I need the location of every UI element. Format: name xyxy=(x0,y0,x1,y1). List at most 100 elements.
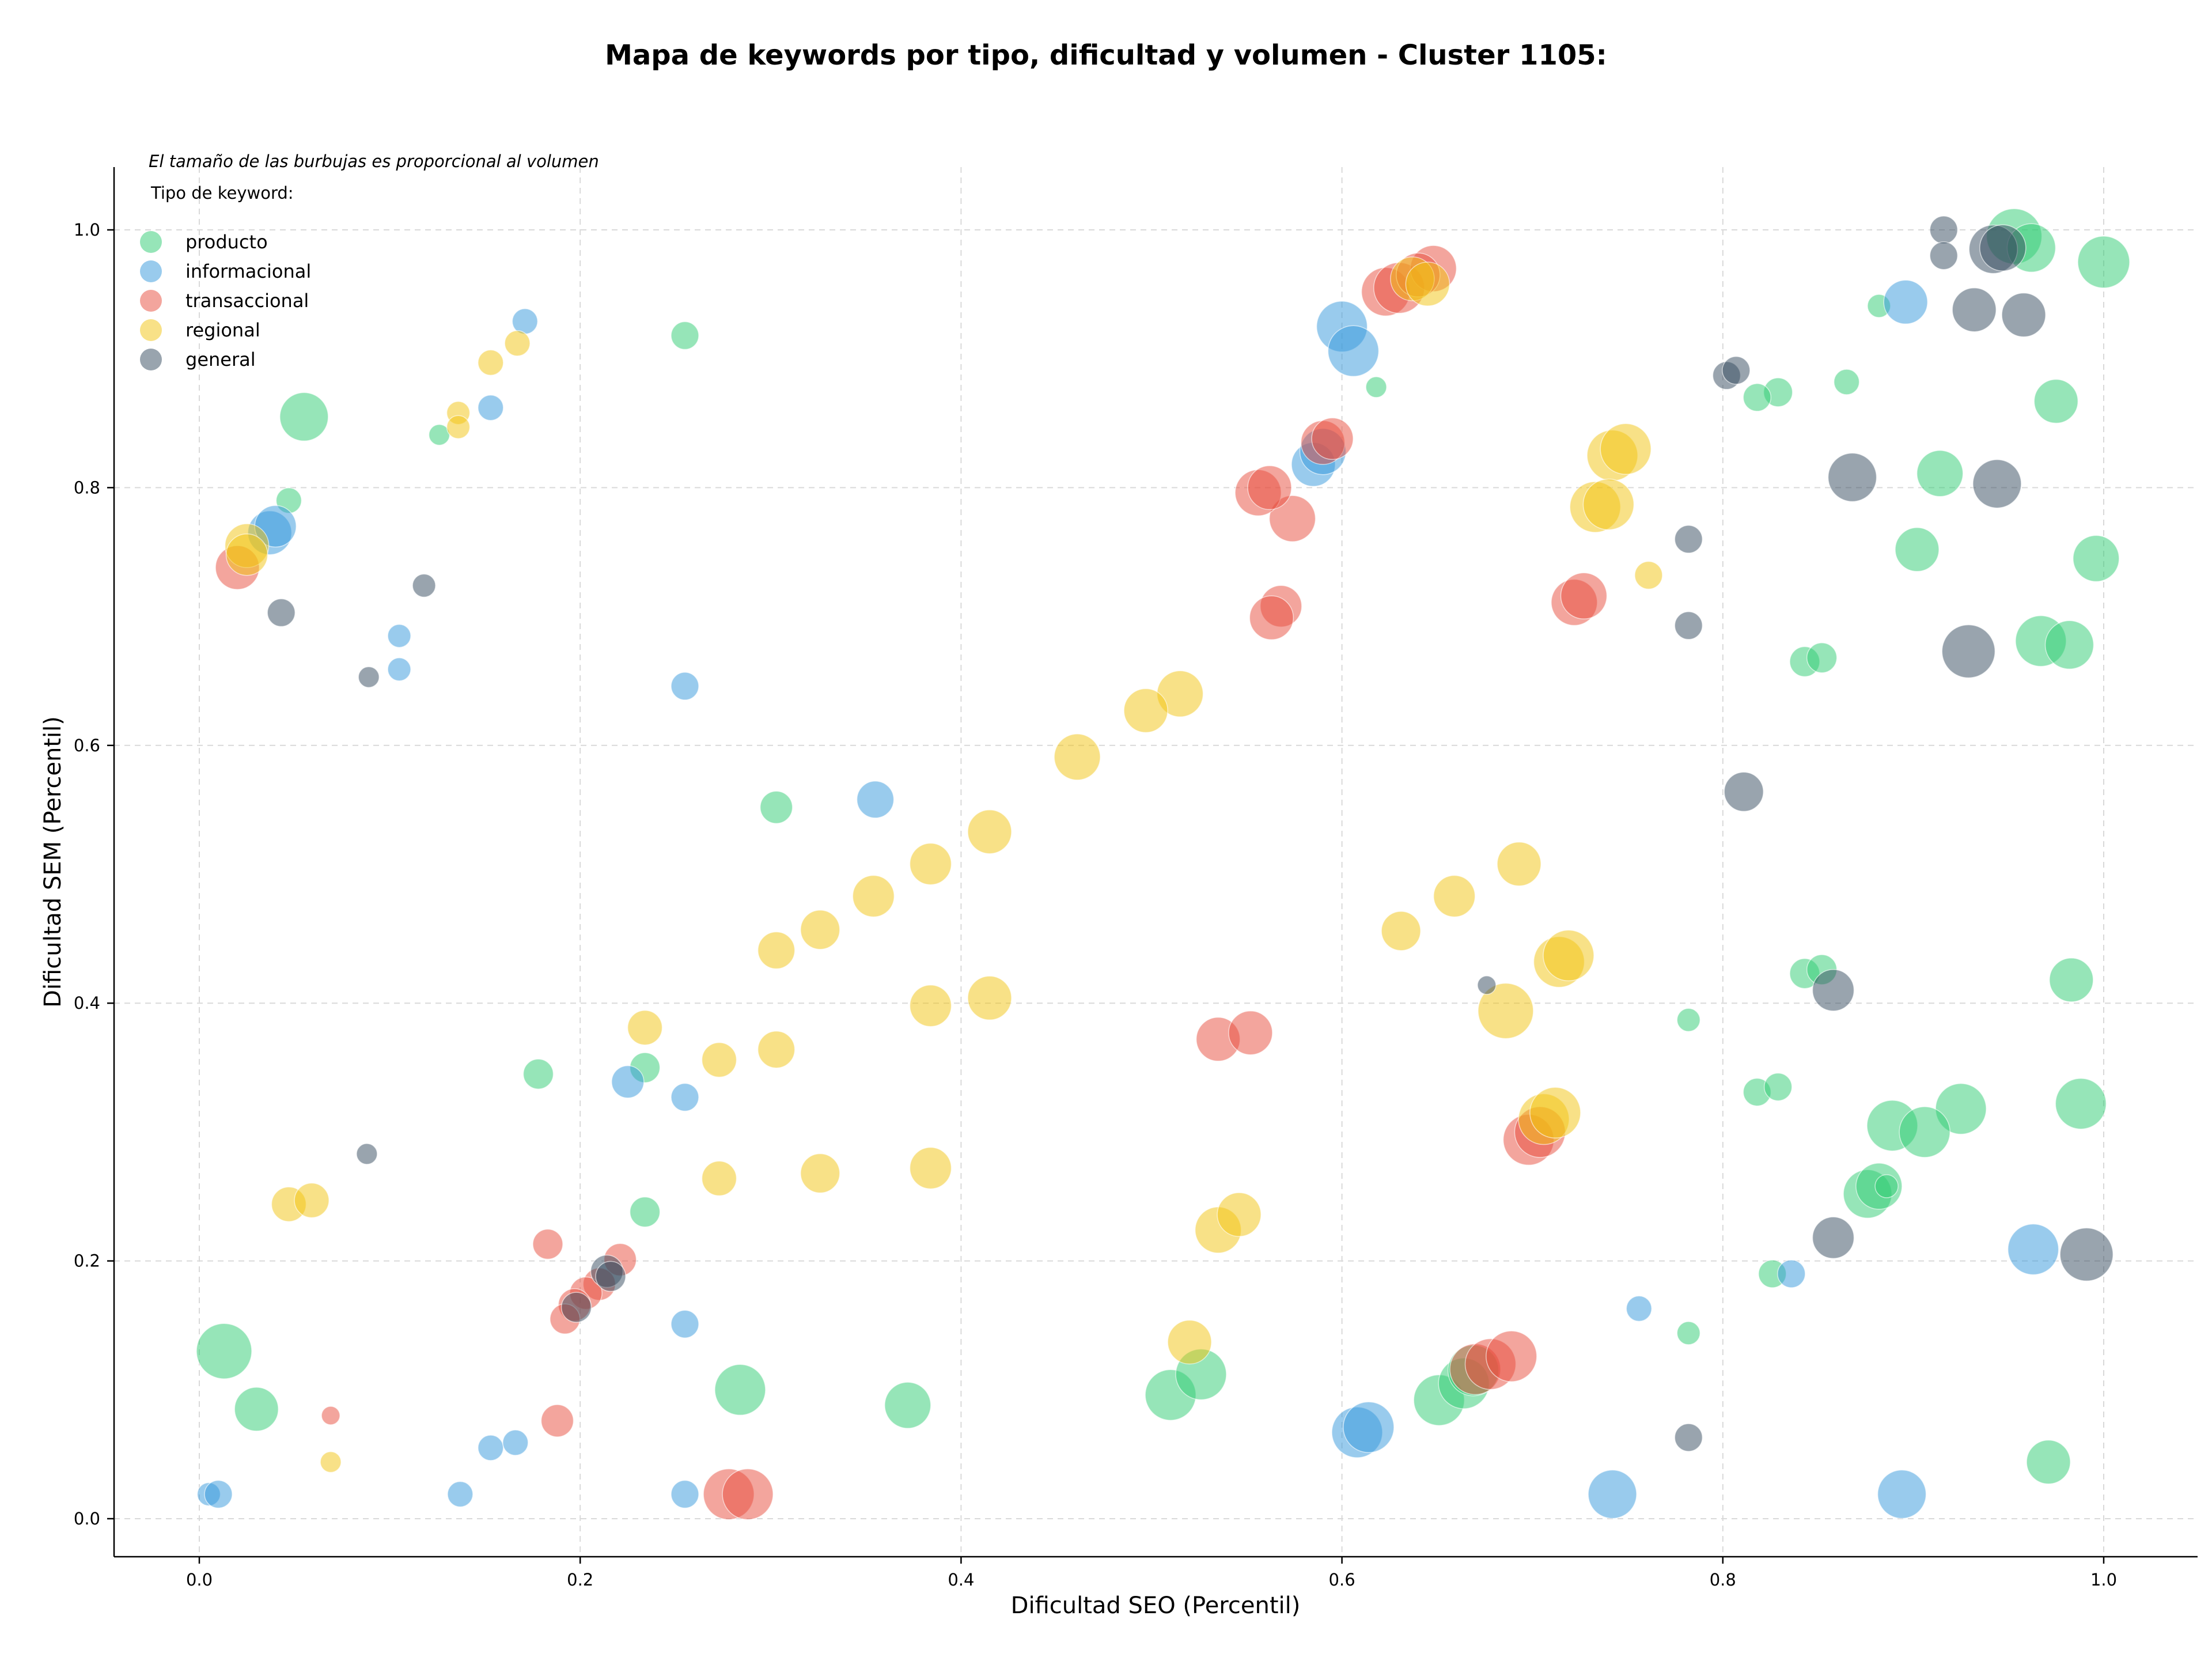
bubble-regional xyxy=(1582,478,1635,531)
bubble-informacional xyxy=(1877,1469,1927,1519)
bubble-producto xyxy=(2026,1439,2071,1485)
bubble-regional xyxy=(225,533,268,576)
bubble-regional xyxy=(757,931,796,970)
bubble-regional xyxy=(1634,561,1663,590)
series-producto xyxy=(196,208,2130,1485)
bubble-regional xyxy=(757,1030,796,1069)
bubble-general xyxy=(1979,224,2027,272)
bubble-producto xyxy=(671,321,699,350)
legend: El tamaño de las burbujas es proporciona… xyxy=(140,152,599,370)
legend-marker-regional xyxy=(140,319,162,341)
y-tick-label: 0.0 xyxy=(74,1509,100,1528)
x-tick-label: 0.8 xyxy=(1710,1570,1736,1590)
bubble-general xyxy=(1929,215,1959,244)
bubble-informacional xyxy=(1343,1401,1395,1453)
bubble-informacional xyxy=(671,1480,699,1509)
bubble-general xyxy=(1477,975,1497,995)
bubble-producto xyxy=(1874,1174,1899,1198)
bubble-regional xyxy=(1600,423,1652,475)
bubble-regional xyxy=(1217,1192,1262,1237)
bubble-regional xyxy=(1123,688,1168,733)
bubble-informacional xyxy=(502,1429,529,1456)
bubble-general xyxy=(560,1292,592,1323)
bubble-regional xyxy=(320,1451,342,1473)
bubble-general xyxy=(1724,771,1764,812)
bubble-producto xyxy=(1676,1321,1701,1345)
bubble-transaccional xyxy=(540,1404,574,1437)
bubble-regional xyxy=(1529,1087,1581,1139)
bubble-transaccional xyxy=(1486,1330,1537,1382)
bubble-informacional xyxy=(204,1480,233,1509)
bubble-producto xyxy=(1676,1008,1701,1032)
y-tick-label: 1.0 xyxy=(74,220,100,240)
grid xyxy=(114,167,2198,1557)
bubble-regional xyxy=(800,1153,840,1194)
bubble-informacional xyxy=(2007,1223,2059,1276)
bubble-regional xyxy=(294,1182,329,1219)
bubble-regional xyxy=(967,809,1012,854)
bubble-general xyxy=(1941,624,1996,679)
bubble-regional xyxy=(909,842,952,886)
bubble-producto xyxy=(1763,1072,1793,1102)
axis-ticks: 0.0 0.2 0.4 0.6 0.8 1.0 0.0 0.2 0.4 0.6 0.8 1.0 xyxy=(74,220,2117,1590)
legend-marker-producto xyxy=(140,231,162,253)
y-tick-label: 0.6 xyxy=(74,736,100,755)
bubble-informacional xyxy=(1588,1469,1637,1519)
bubble-informacional xyxy=(387,657,411,682)
bubble-producto xyxy=(234,1387,279,1432)
bubble-regional xyxy=(1497,841,1541,887)
bubble-informacional xyxy=(1883,279,1928,325)
bubble-transaccional xyxy=(532,1228,563,1260)
bubble-general xyxy=(1812,1216,1855,1259)
bubble-informacional xyxy=(1626,1295,1653,1322)
bubble-general xyxy=(1674,1423,1703,1452)
x-tick-label: 1.0 xyxy=(2090,1570,2117,1590)
bubble-regional xyxy=(1381,911,1421,951)
series-informacional xyxy=(196,279,2059,1519)
bubble-informacional xyxy=(856,781,895,819)
legend-label-general: general xyxy=(185,349,256,370)
bubble-producto xyxy=(2049,958,2094,1002)
bubble-regional xyxy=(909,984,952,1027)
bubble-producto xyxy=(196,1323,252,1379)
legend-label-regional: regional xyxy=(185,319,260,341)
series-transaccional xyxy=(215,245,1608,1520)
bubble-producto xyxy=(2073,535,2120,582)
legend-label-transaccional: transaccional xyxy=(185,290,309,312)
bubble-informacional xyxy=(671,672,699,701)
bubble-informacional xyxy=(512,308,539,335)
bubble-general xyxy=(1952,287,1997,332)
bubble-transaccional xyxy=(1311,417,1354,460)
bubble-general xyxy=(2059,1227,2113,1282)
bubble-layer xyxy=(196,208,2130,1520)
y-tick-label: 0.8 xyxy=(74,478,100,497)
bubble-producto xyxy=(1899,1106,1950,1158)
bubble-informacional xyxy=(478,1435,504,1461)
bubble-general xyxy=(2001,292,2046,338)
bubble-producto xyxy=(1365,376,1387,398)
bubble-regional xyxy=(967,975,1012,1021)
y-axis-label: Dificultad SEM (Percentil) xyxy=(40,716,66,1008)
bubble-general xyxy=(358,666,380,688)
legend-items: producto informacional transaccional region… xyxy=(140,231,311,370)
bubble-regional xyxy=(1405,262,1450,307)
bubble-informacional xyxy=(671,1083,699,1112)
x-tick-label: 0.0 xyxy=(186,1570,213,1590)
bubble-producto xyxy=(1743,383,1772,412)
bubble-transaccional xyxy=(1560,572,1608,620)
bubble-producto xyxy=(1833,369,1860,395)
x-tick-label: 0.2 xyxy=(567,1570,593,1590)
y-tick-label: 0.4 xyxy=(74,993,100,1013)
bubble-general xyxy=(1827,452,1877,502)
bubble-informacional xyxy=(1327,325,1380,377)
bubble-general xyxy=(412,573,436,598)
bubble-producto xyxy=(522,1058,554,1089)
chart-title: Mapa de keywords por tipo, dificultad y … xyxy=(605,39,1607,71)
bubble-informacional xyxy=(1777,1259,1806,1288)
bubble-general xyxy=(1812,969,1855,1012)
legend-marker-informacional xyxy=(140,260,162,282)
legend-label-informacional: informacional xyxy=(185,260,311,282)
bubble-producto xyxy=(2033,379,2079,424)
bubble-transaccional xyxy=(1247,465,1292,510)
